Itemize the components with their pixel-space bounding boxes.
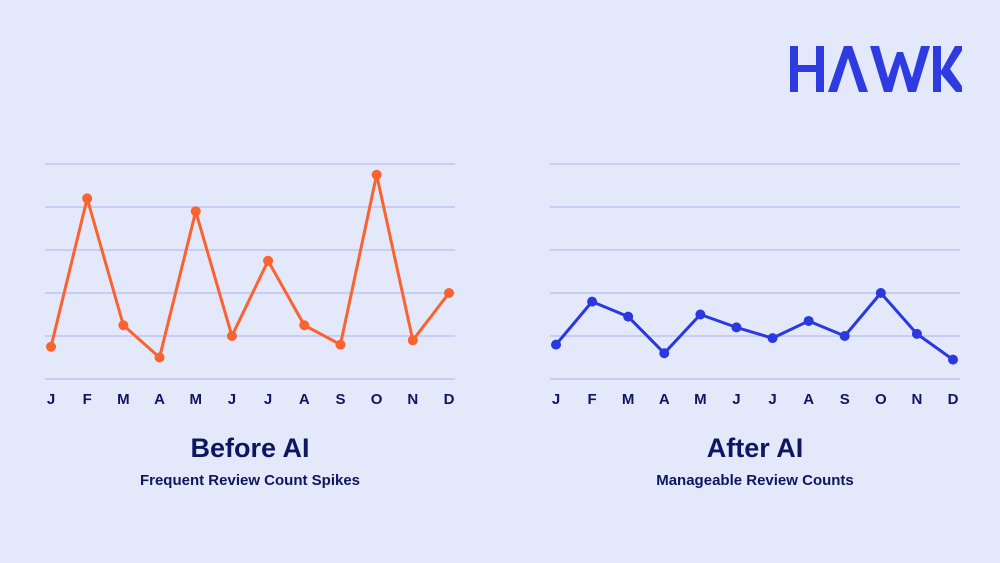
data-point: [335, 339, 346, 350]
data-point: [371, 169, 382, 180]
data-point: [803, 315, 814, 326]
month-label: A: [298, 391, 310, 408]
before-ai-line: [49, 173, 451, 359]
data-point: [587, 296, 598, 307]
month-label: J: [551, 391, 561, 408]
data-point: [948, 354, 958, 365]
month-label: D: [947, 391, 959, 408]
before-ai-chart: [45, 163, 455, 380]
data-point: [911, 328, 922, 339]
month-label: O: [370, 391, 383, 408]
month-label: S: [335, 391, 346, 408]
data-point: [226, 331, 237, 341]
data-point: [875, 288, 886, 298]
after-ai-title: After AI: [706, 433, 804, 463]
data-point: [695, 309, 706, 320]
month-label: A: [154, 391, 165, 408]
data-point: [551, 339, 561, 350]
month-label: J: [263, 391, 273, 408]
month-label: N: [407, 391, 419, 408]
month-label: M: [117, 391, 130, 408]
data-point: [839, 331, 850, 341]
data-point: [623, 311, 634, 322]
data-point: [154, 352, 165, 363]
data-point: [190, 206, 201, 217]
after-ai-line: [554, 291, 954, 361]
month-label: F: [587, 391, 597, 408]
month-label: M: [189, 391, 202, 408]
data-point: [407, 335, 418, 346]
month-label: A: [658, 391, 670, 408]
month-label: D: [443, 391, 455, 408]
data-point: [731, 322, 742, 333]
month-label: J: [227, 391, 237, 408]
month-label: J: [732, 391, 741, 408]
data-point: [444, 288, 454, 298]
month-label: J: [46, 391, 56, 408]
data-point: [118, 320, 129, 331]
data-point: [46, 341, 56, 352]
month-label: F: [82, 391, 92, 408]
month-label: S: [839, 391, 850, 408]
month-label: O: [874, 391, 887, 408]
after-ai-chart: [550, 163, 960, 380]
month-label: N: [911, 391, 923, 408]
month-label: M: [694, 391, 707, 408]
data-point: [263, 255, 274, 266]
data-point: [767, 333, 778, 344]
month-label: J: [768, 391, 777, 408]
month-label: A: [803, 391, 815, 408]
month-label: M: [621, 391, 635, 408]
hawk-logo: HAWK: [790, 46, 962, 92]
before-ai-subtitle: Frequent Review Count Spikes: [139, 472, 361, 489]
data-point: [82, 193, 93, 204]
data-point: [659, 348, 670, 359]
before-ai-title: Before AI: [190, 433, 310, 463]
after-ai-subtitle: Manageable Review Counts: [656, 472, 854, 489]
data-point: [299, 320, 310, 331]
